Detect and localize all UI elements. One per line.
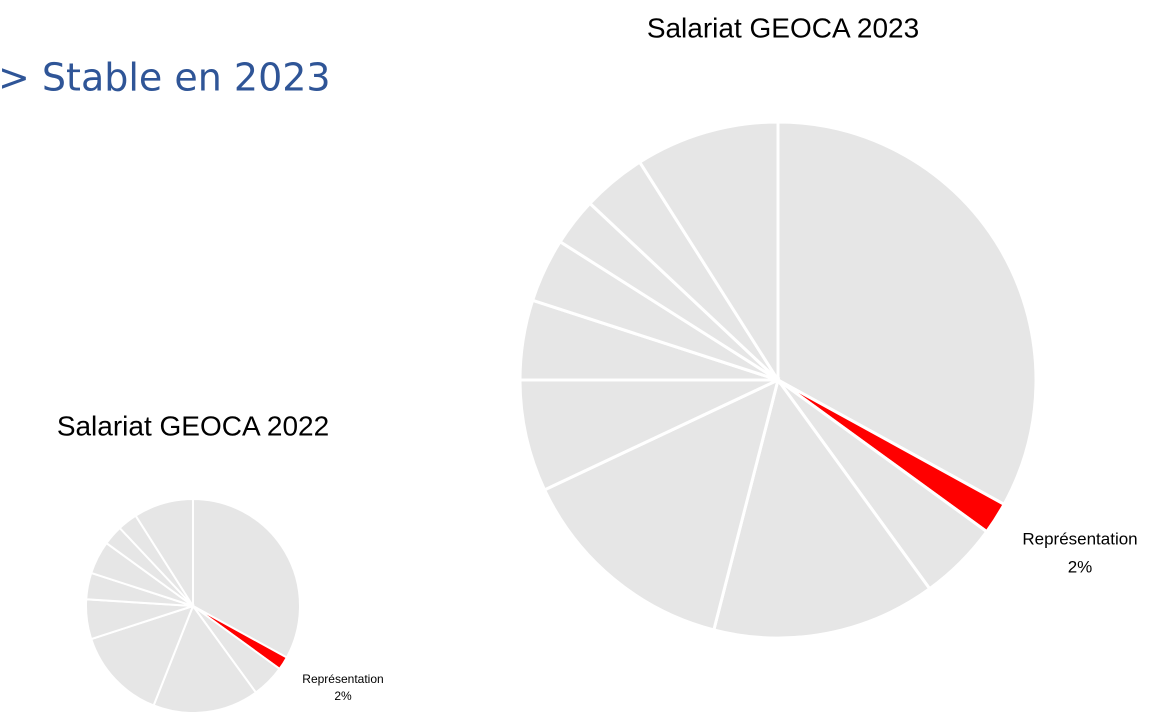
- pie-slice: [776, 120, 1038, 507]
- pie-slice: [152, 603, 258, 712]
- pie-slice: [192, 497, 301, 659]
- slice-label: Représentation: [1022, 529, 1137, 548]
- pie-slice: [518, 378, 779, 492]
- chart-title: Salariat GEOCA 2023: [647, 12, 919, 43]
- pie-slice: [134, 497, 194, 610]
- pie-slice: [637, 120, 780, 386]
- pie-slice: [542, 377, 781, 632]
- slice-label: Représentation: [302, 672, 383, 686]
- slide-heading: > Stable en 2023: [0, 56, 331, 100]
- slice-value-label: 2%: [334, 689, 352, 703]
- chart-title: Salariat GEOCA 2022: [57, 410, 329, 441]
- slice-value-label: 2%: [1068, 557, 1093, 576]
- pie-slice: [712, 376, 932, 640]
